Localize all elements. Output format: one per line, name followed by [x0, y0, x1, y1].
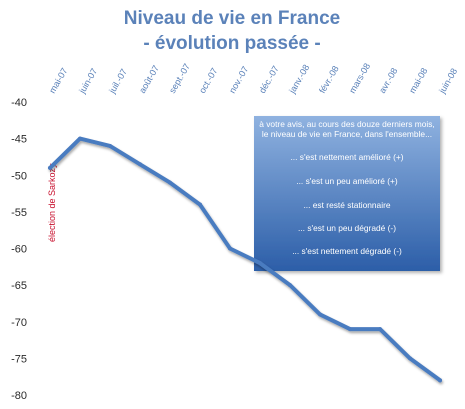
data-point: [138, 162, 142, 167]
data-point: [258, 261, 262, 266]
x-tick-label: mars-08: [347, 61, 372, 95]
info-box-line: à votre avis, au cours des douze dernier…: [259, 119, 435, 129]
info-box: à votre avis, au cours des douze dernier…: [254, 116, 440, 271]
x-tick-label: févr.-08: [317, 64, 341, 95]
x-tick-label: août-07: [137, 64, 161, 95]
y-tick-label: -80: [11, 390, 27, 402]
x-tick-label: nov.-07: [227, 65, 250, 95]
y-tick-label: -75: [11, 353, 27, 365]
x-tick-label: mai-08: [407, 66, 429, 95]
data-point: [198, 202, 202, 207]
y-tick-label: -50: [11, 170, 27, 182]
info-box-line: ... s'est nettement dégradé (-): [292, 246, 402, 256]
data-point: [288, 283, 292, 288]
x-tick-label: juin-08: [437, 67, 460, 96]
data-point: [168, 180, 172, 185]
data-point: [438, 378, 442, 383]
x-tick-label: janv.-08: [287, 63, 312, 96]
x-tick-label: mai-07: [47, 66, 69, 95]
info-box-line: le niveau de vie en France, dans l'ensem…: [262, 129, 432, 139]
data-point: [348, 327, 352, 332]
data-point: [108, 143, 112, 148]
chart-title-line-2: - évolution passée -: [143, 33, 320, 54]
data-point: [228, 246, 232, 251]
x-tick-label: juin-07: [77, 67, 100, 96]
info-box-line: ... s'est un peu amélioré (+): [296, 176, 398, 186]
y-tick-label: -65: [11, 280, 27, 292]
y-tick-label: -40: [11, 97, 27, 109]
y-tick-label: -70: [11, 317, 27, 329]
y-tick-label: -45: [11, 134, 27, 146]
x-tick-label: oct.-07: [197, 66, 219, 95]
series-line: [48, 136, 442, 383]
x-tick-label: sept.-07: [167, 62, 192, 95]
x-tick-label: avr.-08: [377, 66, 399, 95]
x-tick-label: juil.-07: [107, 67, 129, 96]
data-point: [78, 136, 82, 141]
annotation-layer: élection de Sarkozy: [47, 163, 57, 242]
x-axis-tick-labels: mai-07 juin-07 juil.-07 août-07 sept.-07 oct.…: [47, 61, 459, 95]
series-layer: [48, 136, 442, 383]
chart-title-line-1: Niveau de vie en France: [124, 8, 341, 29]
data-point: [318, 312, 322, 317]
y-tick-label: -55: [11, 207, 27, 219]
info-box-background: [254, 116, 440, 271]
annotation-election: élection de Sarkozy: [47, 163, 57, 242]
y-axis-tick-labels: -40 -45 -50 -55 -60 -65 -70 -75 -80: [11, 97, 27, 402]
x-tick-label: déc.-07: [257, 64, 281, 95]
data-point: [408, 356, 412, 361]
info-box-line: ... s'est un peu dégradé (-): [298, 223, 396, 233]
info-box-line: ... est resté stationnaire: [303, 200, 390, 210]
y-tick-label: -60: [11, 244, 27, 256]
data-point: [378, 327, 382, 332]
info-box-line: ... s'est nettement amélioré (+): [290, 152, 403, 162]
data-point: [48, 165, 52, 170]
